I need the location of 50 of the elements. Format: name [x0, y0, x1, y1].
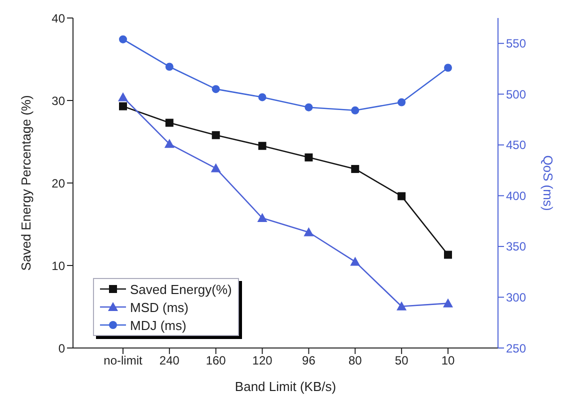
point: [212, 131, 220, 140]
y2-tick-label: 350: [506, 240, 526, 254]
point: [118, 92, 128, 102]
point: [443, 298, 453, 308]
x-axis-title: Band Limit (KB/s): [234, 379, 336, 394]
point: [212, 85, 220, 94]
x-tick-label: 120: [252, 354, 273, 368]
y-tick-label: 10: [52, 258, 66, 273]
legend-label: MSD (ms): [130, 300, 188, 314]
point: [396, 301, 407, 310]
y2-axis-title: QoS (ms): [540, 155, 556, 211]
y2-tick-label: 550: [506, 36, 526, 51]
legend-label: Saved Energy(%): [130, 282, 232, 296]
legend-label: MDJ (ms): [130, 318, 186, 332]
x-tick-label: 240: [159, 354, 180, 368]
point: [398, 98, 406, 106]
y2-tick-label: 400: [506, 188, 526, 203]
point: [350, 256, 360, 266]
y-tick-label: 0: [58, 341, 66, 356]
x-tick-label: 160: [206, 354, 226, 368]
point: [398, 192, 406, 200]
point: [444, 250, 452, 259]
y2-tick-label: 250: [506, 341, 526, 356]
point: [210, 163, 221, 172]
x-tick-label: 96: [302, 354, 316, 368]
point: [164, 138, 174, 148]
point: [258, 93, 266, 102]
point: [258, 142, 266, 150]
point: [165, 118, 174, 127]
y-axis-title: Saved Energy Percentage (%): [18, 95, 34, 271]
x-tick-label: 80: [348, 354, 362, 368]
point: [119, 102, 127, 110]
point: [304, 227, 314, 236]
point: [165, 62, 174, 71]
point: [304, 153, 313, 162]
y-tick-label: 40: [52, 11, 66, 26]
point: [257, 213, 268, 222]
point: [351, 106, 360, 114]
point: [304, 103, 313, 112]
y2-tick-label: 300: [506, 290, 526, 304]
y2-tick-label: 500: [506, 87, 526, 102]
point: [444, 64, 452, 72]
y-tick-label: 30: [52, 94, 66, 108]
point: [119, 35, 127, 44]
x-tick-label: no-limit: [104, 354, 143, 368]
y2-tick-label: 450: [506, 138, 526, 152]
point: [351, 164, 360, 173]
x-tick-label: 10: [441, 354, 455, 368]
y-tick-label: 20: [52, 176, 66, 190]
x-tick-label: 50: [394, 354, 409, 368]
